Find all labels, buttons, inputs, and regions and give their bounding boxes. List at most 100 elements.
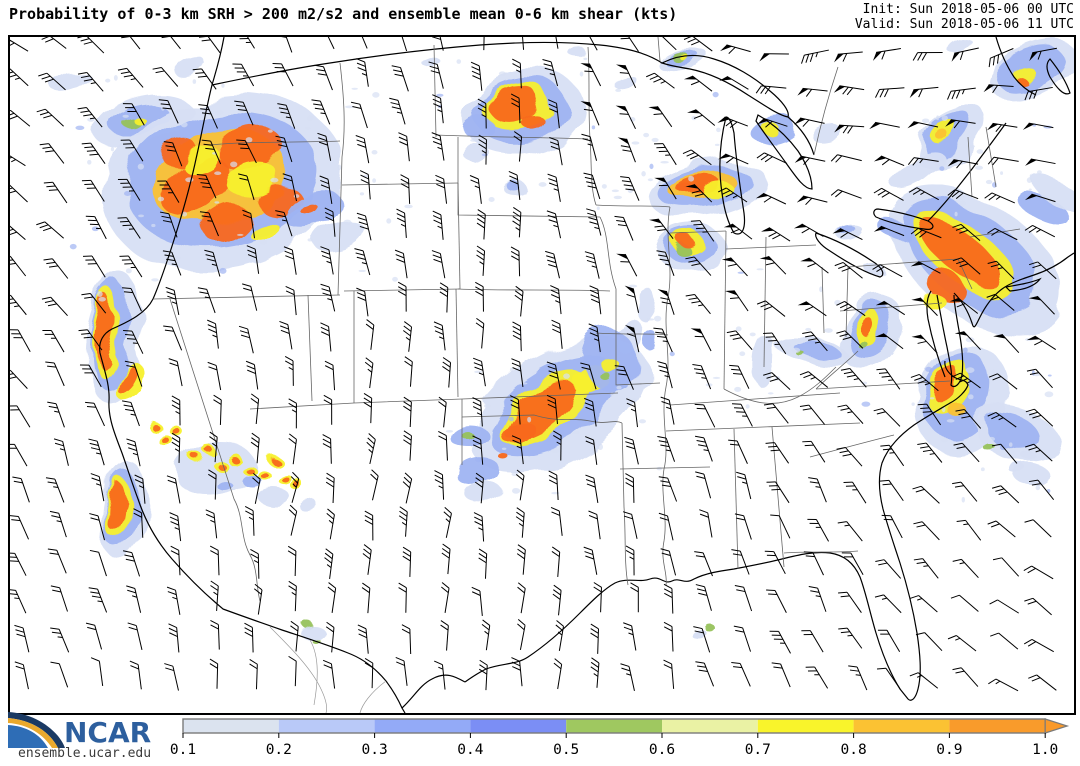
speckle-dot (151, 278, 159, 282)
wind-barb (550, 506, 563, 536)
probability-blob (600, 357, 618, 371)
wind-barb (848, 665, 868, 691)
wind-barb (166, 586, 181, 615)
wind-barb (244, 506, 255, 536)
wind-barb (695, 661, 715, 687)
wind-barb (717, 187, 748, 203)
probability-blob (174, 430, 182, 436)
wind-barb (950, 594, 979, 612)
wind-barb (542, 59, 559, 87)
wind-barb (288, 433, 297, 465)
wind-barb (694, 403, 716, 428)
wind-barb (443, 506, 452, 538)
speckle-dot (532, 371, 537, 375)
wind-barb (756, 300, 786, 317)
wind-barb (199, 211, 219, 237)
logo-text: NCAR (64, 716, 152, 749)
wind-barb (192, 68, 217, 90)
wind-barb (717, 116, 748, 129)
wind-barb (400, 174, 411, 204)
speckle-dot (351, 87, 358, 90)
speckle-dot (230, 161, 238, 168)
speckle-dot (932, 164, 937, 171)
wind-barb (590, 623, 599, 654)
speckle-dot (392, 276, 398, 282)
probability-blob (916, 216, 1006, 290)
probability-blob (692, 630, 708, 640)
wind-barb (324, 548, 334, 580)
speckle-dot (245, 137, 253, 143)
speckle-dot (359, 192, 365, 196)
wind-barb (77, 107, 103, 128)
wind-barb (481, 619, 491, 651)
speckle-dot (819, 286, 823, 293)
wind-barb (834, 124, 865, 134)
speckle-dot (591, 125, 596, 130)
wind-barb (473, 512, 485, 542)
wind-barb (685, 293, 711, 315)
wind-barb (690, 220, 715, 242)
wind-barb (402, 472, 413, 504)
speckle-dot (259, 239, 268, 245)
wind-barb (433, 321, 446, 351)
speckle-dot (649, 163, 654, 170)
wind-barb (728, 439, 748, 464)
speckle-dot (824, 328, 833, 333)
wind-barb (949, 297, 979, 314)
wind-barb (12, 476, 30, 503)
speckle-dot (87, 159, 92, 165)
wind-barb (873, 187, 904, 201)
wind-barb (662, 37, 677, 51)
speckle-dot (372, 178, 377, 183)
probability-blob (180, 145, 220, 173)
wind-barb (36, 108, 64, 127)
speckle-dot (965, 367, 975, 373)
wind-barb (907, 121, 939, 129)
probability-blob (703, 181, 733, 199)
wind-barb (947, 87, 976, 100)
colorbar-arrow (1044, 718, 1070, 734)
wind-barb (50, 661, 69, 688)
wind-barb (126, 585, 142, 613)
wind-barb (311, 99, 331, 125)
wind-barb (951, 47, 979, 62)
colorbar-segment (757, 719, 854, 733)
wind-barb (440, 620, 449, 651)
wind-barb (244, 622, 254, 653)
wind-barb (207, 319, 219, 349)
wind-barb (913, 558, 939, 579)
wind-barb (911, 334, 938, 354)
wind-barb (511, 435, 524, 465)
wind-barb (683, 75, 713, 92)
wind-barb (249, 659, 258, 690)
wind-barb (869, 121, 900, 130)
wind-barb (288, 580, 297, 612)
wind-barb (434, 470, 445, 500)
wind-barb (171, 432, 181, 463)
probability-blob (418, 54, 438, 64)
wind-barb (585, 436, 598, 465)
speckle-dot (641, 171, 646, 177)
colorbar-tick-label: 0.9 (936, 742, 962, 758)
valid-time: Valid: Sun 2018-05-06 11 UTC (854, 17, 1074, 32)
wind-barb (755, 85, 787, 95)
wind-barb (721, 257, 748, 277)
wind-barb (615, 64, 637, 89)
wind-barb (170, 545, 181, 576)
wind-barb (122, 400, 140, 427)
wind-barb (873, 408, 901, 427)
wind-barb (85, 622, 103, 650)
wind-barb (36, 221, 64, 239)
wind-barb (10, 109, 31, 127)
wind-barb (201, 139, 222, 165)
wind-barb (242, 209, 256, 239)
wind-barb (14, 661, 29, 690)
speckle-dot (267, 129, 273, 133)
wind-barb (690, 328, 712, 352)
wind-barb (166, 475, 181, 504)
wind-barb (911, 297, 938, 316)
wind-barb (238, 325, 254, 354)
wind-barb (208, 469, 217, 500)
wind-barb (213, 394, 222, 425)
wind-barb (657, 361, 673, 389)
